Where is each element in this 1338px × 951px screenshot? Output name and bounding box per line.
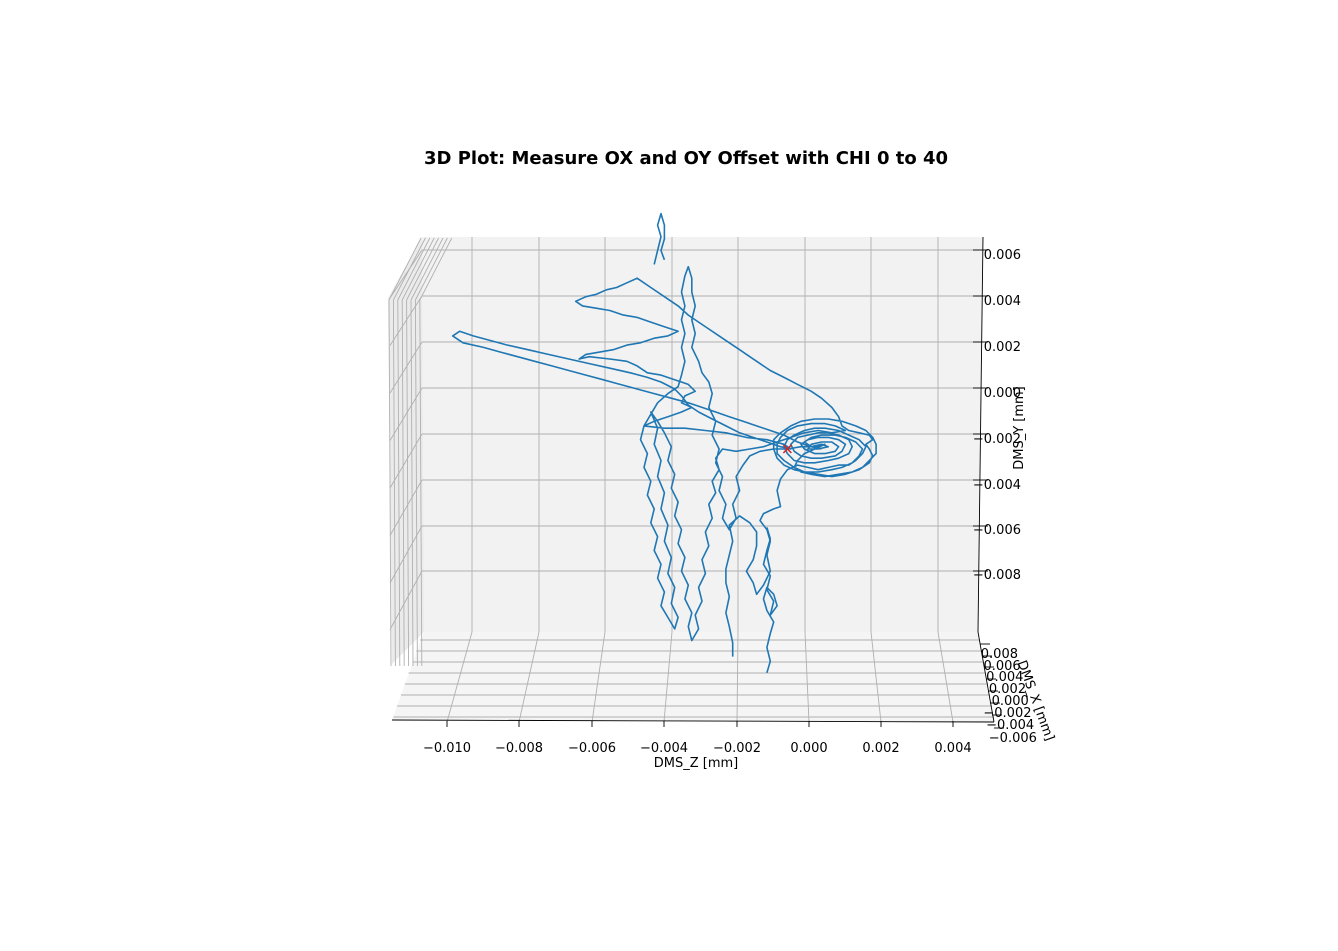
x-tick-label: 0.004 <box>934 741 971 756</box>
x-tick-label: −0.006 <box>568 741 616 756</box>
y-tick-label: −0.002 <box>973 432 1021 447</box>
gridline-left <box>401 237 435 301</box>
x-tick-label: −0.002 <box>713 741 761 756</box>
y-tick-label: 0.000 <box>984 386 1021 401</box>
z-tick-label: −0.004 <box>986 718 1034 733</box>
x-tick-label: −0.010 <box>423 741 471 756</box>
gridline-left <box>392 299 396 667</box>
x-tick-label: 0.002 <box>862 741 899 756</box>
gridline-left <box>419 299 423 667</box>
gridline-left <box>406 237 439 301</box>
z-tick-label: 0.004 <box>986 670 1023 685</box>
gridline-left <box>415 237 448 301</box>
gridline-floor <box>736 631 739 723</box>
z-tick-label: −0.002 <box>983 706 1031 721</box>
gridline-depth <box>389 433 423 489</box>
gridline-left <box>393 237 426 301</box>
z-axis-line <box>977 631 995 723</box>
y-tick-label: −0.006 <box>973 523 1021 538</box>
gridline-floor <box>591 631 606 723</box>
gridline-left <box>397 299 401 667</box>
gridline-left <box>388 237 422 301</box>
x-axis-line <box>391 719 995 723</box>
marker-stroke <box>782 444 792 454</box>
axis-lines <box>391 236 1004 729</box>
y-axis-label: DMS_Y [mm] <box>1012 386 1027 470</box>
y-tick-label: −0.004 <box>973 478 1021 493</box>
chart-title: 3D Plot: Measure OX and OY Offset with C… <box>424 148 948 169</box>
floor-pane <box>392 632 994 722</box>
z-tick-label: 0.002 <box>989 682 1026 697</box>
z-tick-label: −0.006 <box>989 731 1037 746</box>
y-tick-label: 0.006 <box>984 248 1021 263</box>
left-pane <box>388 237 424 664</box>
y-tick-label: 0.004 <box>984 294 1021 309</box>
plot-area <box>451 212 877 674</box>
series-line-0 <box>451 265 877 657</box>
marker-x <box>782 444 792 454</box>
gridline-left <box>414 299 418 667</box>
gridline-left <box>419 237 453 301</box>
x-axis-label: DMS_Z [mm] <box>654 756 739 771</box>
gridline-floor <box>804 631 810 723</box>
x-tick-label: −0.008 <box>495 741 543 756</box>
gridline-floor <box>663 631 673 723</box>
y-tick-label: 0.002 <box>984 340 1021 355</box>
y-axis-line <box>977 236 984 633</box>
gridline-depth <box>389 249 423 299</box>
gridline-left <box>410 237 444 301</box>
gridline-left <box>406 299 410 667</box>
gridline-left <box>388 299 392 667</box>
z-tick-label: 0.006 <box>983 659 1020 674</box>
gridline-floor <box>446 631 473 723</box>
tick-labels: −0.010 −0.008 −0.006 −0.004 −0.002 0.000 0.002… <box>423 248 1037 756</box>
gridline-floor <box>518 631 540 723</box>
gridline-floor <box>870 631 882 723</box>
x-tick-label: −0.004 <box>640 741 688 756</box>
gridline-left <box>410 299 414 667</box>
y-tick-label: −0.008 <box>973 568 1021 583</box>
gridline-depth <box>389 387 423 441</box>
gridline-depth <box>389 295 423 346</box>
axes-panes <box>388 237 994 722</box>
gridline-depth <box>389 341 423 394</box>
gridlines <box>388 237 994 723</box>
series-line-2 <box>653 212 666 265</box>
x-tick-label: 0.000 <box>790 741 827 756</box>
gridline-left <box>397 237 431 301</box>
z-tick-label: 0.008 <box>981 647 1018 662</box>
gridline-floor <box>937 631 954 723</box>
series-line-1 <box>762 527 778 674</box>
back-pane <box>422 237 983 632</box>
gridline-left <box>401 299 405 667</box>
z-tick-label: 0.000 <box>992 694 1029 709</box>
